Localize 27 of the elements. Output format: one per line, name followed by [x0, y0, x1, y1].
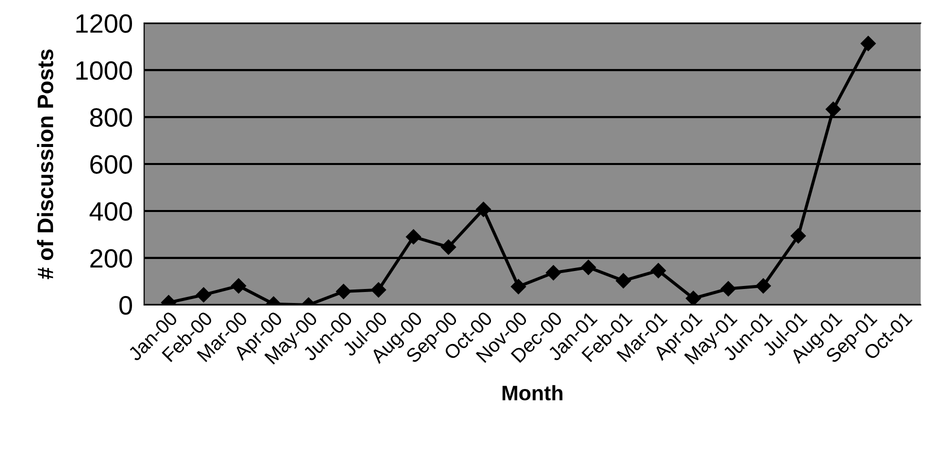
point	[580, 260, 596, 275]
y-tick-label: 200	[90, 249, 132, 268]
y-tick-label: 0	[119, 296, 132, 315]
point	[790, 228, 806, 244]
x-axis-title: Month	[502, 385, 562, 400]
point	[720, 281, 736, 296]
y-tick-label: 400	[90, 202, 132, 221]
point	[370, 282, 386, 298]
y-axis-title: # of Discussion Posts	[36, 49, 54, 280]
point	[440, 240, 456, 255]
y-tick-label: 600	[90, 155, 132, 174]
point	[546, 265, 561, 280]
point	[826, 102, 841, 117]
point	[336, 284, 352, 300]
point	[231, 278, 246, 294]
y-tick-label: 800	[90, 108, 132, 127]
y-tick-label: 1000	[76, 61, 132, 80]
y-tick-label: 1200	[76, 14, 132, 33]
point	[616, 273, 631, 288]
point	[686, 290, 701, 305]
point	[476, 202, 492, 217]
point	[860, 36, 876, 52]
point	[650, 263, 666, 278]
point	[756, 278, 771, 294]
point	[196, 287, 212, 302]
point	[406, 229, 422, 244]
point	[510, 279, 526, 294]
